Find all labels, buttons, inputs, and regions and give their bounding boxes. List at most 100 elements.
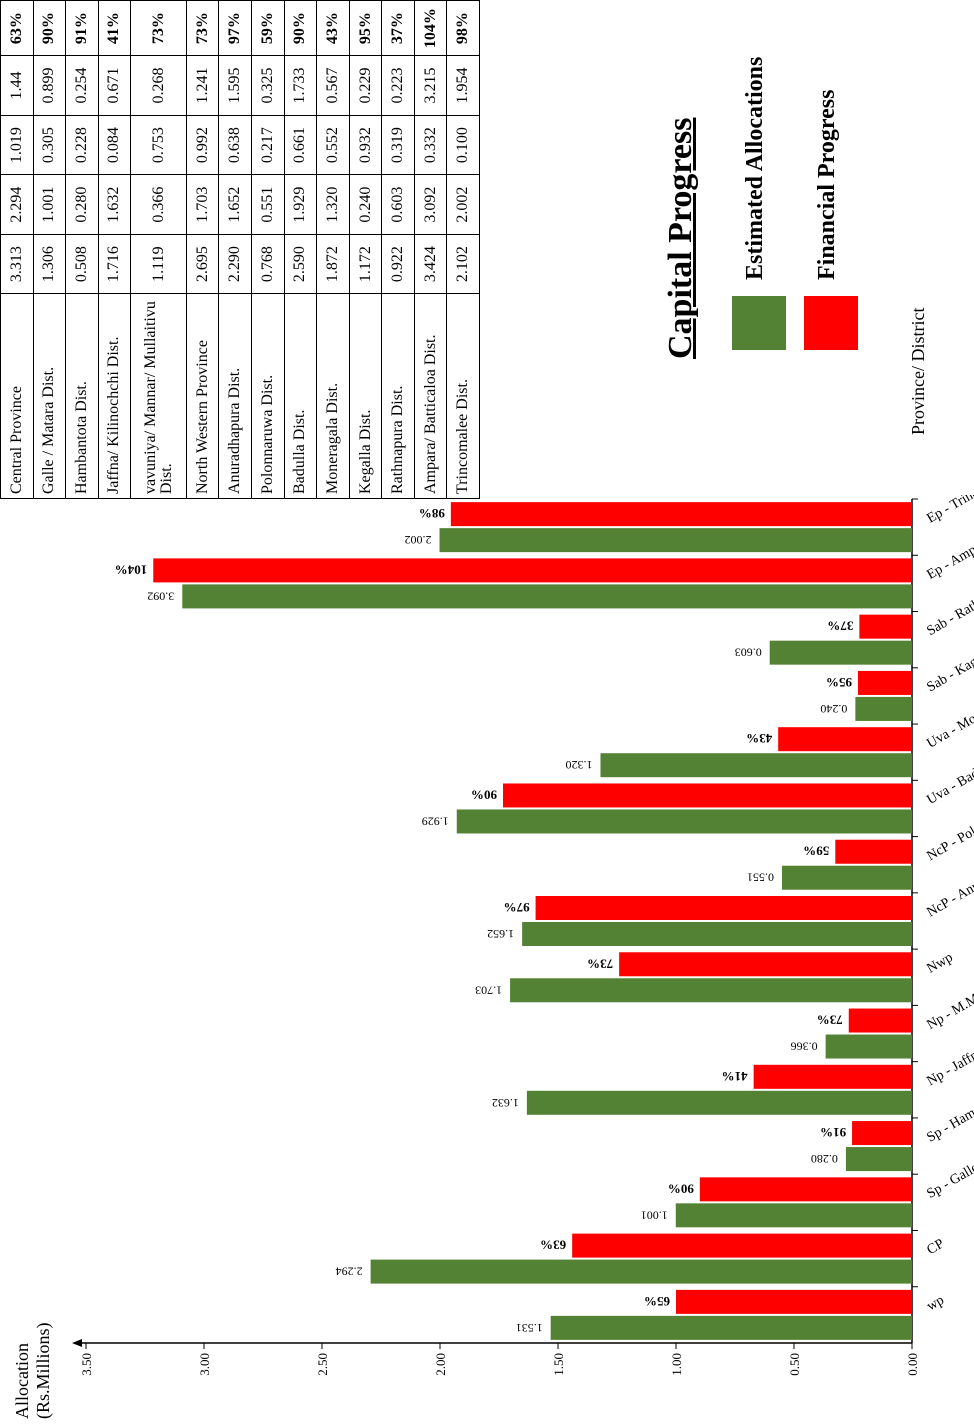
y-tick-label: 2.50 [315,1353,330,1376]
x-tick-label: NcP - Anu. [925,876,974,920]
table-cell-value: 0.084 [98,115,131,175]
legend-swatch-green [732,296,786,350]
table-cell-name: Kegalla Dist. [349,293,382,499]
bar-financial [852,1121,913,1146]
table-cell-value: 0.100 [446,115,480,175]
table-cell-value: 3.313 [0,234,34,294]
table-cell-value: 0.217 [251,115,285,175]
table-cell-value: 0.638 [218,115,252,175]
table-cell-value: 0.254 [65,55,99,116]
data-label-percent: 104% [115,562,148,577]
table-row: Rathnapura Dist. 0.922 0.603 0.319 0.223 37% [381,0,415,499]
data-label-allocation: 0.603 [735,646,762,660]
bar-financial [153,558,912,583]
x-tick-label: Sp - Ham [925,1106,974,1146]
bar-estimated [370,1259,912,1284]
data-label-allocation: 1.320 [565,758,592,772]
data-label-percent: 90% [668,1181,694,1196]
table-row: Trincomalee Dist. 2.102 2.002 0.100 1.954 98% [446,0,480,499]
table-cell-value: 1.019 [0,115,34,175]
data-label-allocation: 1.531 [516,1321,543,1335]
table-cell-percent: 95% [349,0,382,56]
bar-financial [835,839,912,864]
table-cell-percent: 98% [446,0,480,56]
x-tick-label: CP [925,1236,948,1258]
table-cell-value: 1.652 [218,174,252,235]
table-cell-value: 0.508 [65,234,99,294]
table-cell-value: 1.119 [130,234,187,294]
table-row: Moneragala Dist. 1.872 1.320 0.552 0.567 43% [316,0,350,499]
table-cell-value: 1.172 [349,234,382,294]
table-cell-value: 3.215 [414,55,447,116]
y-tick-label: 3.50 [79,1353,94,1376]
y-axis-title-line2: (Rs.Millions) [33,1322,53,1419]
table-cell-value: 1.703 [186,174,219,235]
x-tick-label: NcP - Pol. [925,822,974,864]
table-cell-percent: 90% [33,0,66,56]
table-cell-value: 1.44 [0,55,34,116]
data-label-allocation: 0.280 [811,1152,838,1166]
bar-financial [848,1008,913,1033]
bar-estimated [439,528,912,553]
table-cell-value: 2.294 [0,174,34,235]
bar-estimated [526,1090,913,1115]
table-cell-value: 0.899 [33,55,66,116]
table-cell-percent: 104% [414,0,447,56]
table-cell-value: 2.102 [446,234,480,294]
data-label-allocation: 0.551 [747,871,774,885]
table-cell-name: Polonnaruwa Dist. [251,293,285,499]
bar-estimated [825,1034,913,1059]
bar-financial [619,952,913,977]
table-cell-name: Trincomalee Dist. [446,293,480,499]
y-tick-label: 1.00 [669,1353,684,1376]
x-tick-label: Uva - Badu. [925,761,974,808]
data-label-percent: 73% [817,1013,843,1028]
data-label-allocation: 1.703 [475,983,502,997]
bar-financial [572,1233,912,1258]
table-row: Kegalla Dist. 1.172 0.240 0.932 0.229 95% [349,0,382,499]
table-cell-value: 2.695 [186,234,219,294]
table-cell-name: North Western Province [186,293,219,499]
data-label-percent: 37% [827,619,853,634]
table-cell-name: Central Province [0,293,34,499]
table-cell-value: 0.268 [130,55,187,116]
table-cell-name: Anuradhapura Dist. [218,293,252,499]
table-cell-percent: 63% [0,0,34,56]
table-cell-value: 1.632 [98,174,131,235]
table-row: vavuniya/ Mannar/ Mullaitivu Dist. 1.119 0… [130,0,187,499]
table-cell-value: 0.229 [349,55,382,116]
y-axis-title: Allocation (Rs.Millions) [12,1322,54,1419]
table-row: Polonnaruwa Dist. 0.768 0.551 0.217 0.325 59% [251,0,285,499]
bar-estimated [510,978,912,1003]
legend-label-estimated: Estimated Allocations [742,56,768,280]
table-cell-value: 0.992 [186,115,219,175]
bar-estimated [781,865,912,890]
table-cell-value: 2.002 [446,174,480,235]
table-cell-value: 1.954 [446,55,480,116]
x-axis-title: Province/ District [908,307,928,435]
table-cell-value: 0.922 [381,234,415,294]
table-cell-value: 0.280 [65,174,99,235]
table-cell-value: 1.320 [316,174,350,235]
table-cell-percent: 59% [251,0,285,56]
bar-estimated [845,1147,912,1172]
table-cell-value: 0.223 [381,55,415,116]
table-cell-value: 1.716 [98,234,131,294]
table-cell-value: 3.092 [414,174,447,235]
table-cell-value: 0.305 [33,115,66,175]
y-tick-label: 1.50 [551,1353,566,1376]
data-label-allocation: 1.632 [492,1096,519,1110]
x-tick-label: Nwp [925,950,956,977]
table-row: Anuradhapura Dist. 2.290 1.652 0.638 1.595 97… [218,0,252,499]
x-tick-label: Np - Jaffna [925,1045,974,1090]
bar-financial [535,896,913,920]
table-cell-name: Hambantota Dist. [65,293,99,499]
table-cell-name: Jaffna/ Kilinochchi Dist. [98,293,131,499]
table-cell-name: Galle / Matara Dist. [33,293,66,499]
data-label-percent: 65% [644,1294,670,1309]
table-cell-value: 1.241 [186,55,219,116]
y-tick-label: 3.00 [197,1353,212,1376]
table-row: Hambantota Dist. 0.508 0.280 0.228 0.254 91% [65,0,99,499]
bar-estimated [769,640,913,665]
